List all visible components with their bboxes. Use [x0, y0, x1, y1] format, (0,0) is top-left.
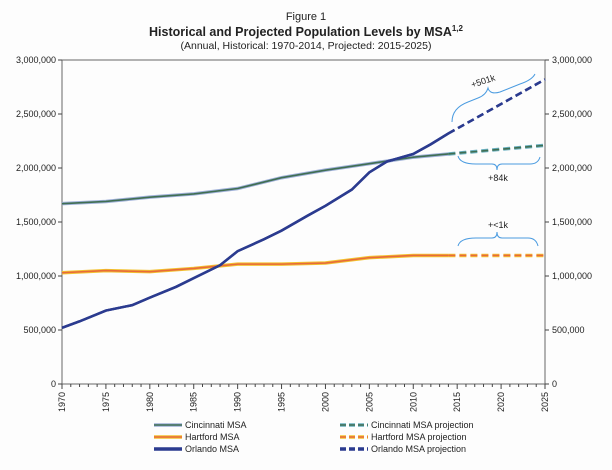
legend-label: Hartford MSA	[185, 432, 240, 442]
y-tick-label-right: 2,500,000	[552, 109, 592, 119]
brace-cincinnati	[457, 155, 541, 171]
annotation-label: +84k	[488, 173, 508, 183]
y-tick-label-left: 0	[51, 379, 56, 389]
series-line	[61, 132, 450, 330]
x-tick-label: 1970	[57, 392, 67, 412]
y-tick-label-left: 1,000,000	[16, 271, 56, 281]
y-tick-label-right: 3,000,000	[552, 55, 592, 65]
y-tick-label-right: 2,000,000	[552, 163, 592, 173]
figure-label: Figure 1	[285, 11, 327, 23]
y-tick-label-left: 3,000,000	[16, 55, 56, 65]
chart-subtitle: (Annual, Historical: 1970-2014, Projecte…	[180, 40, 432, 52]
x-tick-label: 1985	[189, 392, 199, 412]
x-tick-label: 2005	[364, 392, 374, 412]
x-tick-label: 1980	[145, 392, 155, 412]
x-tick-label: 2025	[540, 392, 550, 412]
x-tick-label: 1990	[233, 392, 243, 412]
y-tick-label-left: 500,000	[23, 325, 56, 335]
y-tick-label-left: 1,500,000	[16, 217, 56, 227]
brace-orlando	[451, 73, 536, 123]
y-tick-label-right: 1,000,000	[552, 271, 592, 281]
y-tick-label-right: 1,500,000	[552, 217, 592, 227]
x-tick-label: 2000	[320, 392, 330, 412]
legend-label: Cincinnati MSA projection	[371, 420, 474, 430]
legend-label: Cincinnati MSA	[185, 420, 247, 430]
annotation-label: +501k	[470, 72, 497, 89]
x-tick-label: 2015	[452, 392, 462, 412]
y-tick-label-left: 2,500,000	[16, 109, 56, 119]
legend-label: Orlando MSA projection	[371, 444, 466, 454]
plot-frame	[61, 59, 546, 385]
y-tick-label-left: 2,000,000	[16, 163, 56, 173]
x-tick-label: 2010	[408, 392, 418, 412]
series-line	[448, 144, 546, 155]
brace-hartford	[457, 231, 539, 247]
series-outline	[61, 132, 450, 330]
x-tick-label: 1995	[277, 392, 287, 412]
series-line	[61, 254, 449, 274]
chart-title-text: Historical and Projected Population Leve…	[149, 25, 452, 40]
y-tick-label-right: 0	[552, 379, 557, 389]
x-tick-label: 2020	[496, 392, 506, 412]
title-superscript: 1,2	[451, 24, 463, 33]
x-tick-label: 1975	[101, 392, 111, 412]
annotation-label: +<1k	[488, 220, 509, 230]
legend-label: Orlando MSA	[185, 444, 239, 454]
series-line	[447, 78, 546, 135]
legend-label: Hartford MSA projection	[371, 432, 467, 442]
chart-title: Historical and Projected Population Leve…	[0, 24, 612, 39]
y-tick-label-right: 500,000	[552, 325, 585, 335]
